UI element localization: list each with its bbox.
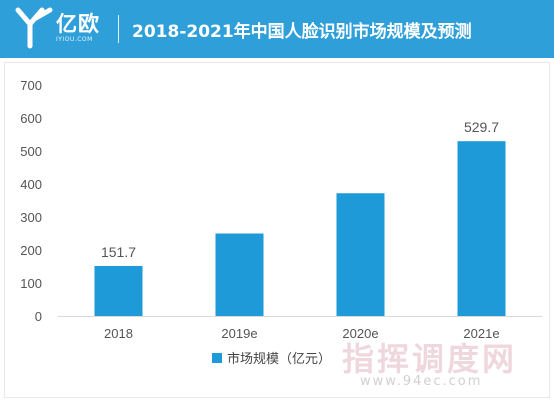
y-tick-label: 500 (20, 144, 42, 159)
watermark: 指挥调度网 (342, 340, 518, 378)
bar (336, 193, 385, 316)
bar (215, 233, 264, 316)
bar (457, 141, 506, 316)
y-tick-label: 600 (20, 111, 42, 126)
x-tick-label: 2019e (221, 326, 257, 341)
yiou-logo-icon (15, 7, 53, 49)
data-label: 529.7 (464, 119, 499, 135)
page-title: 2018-2021年中国人脸识别市场规模及预测 (132, 22, 472, 42)
x-tick-label: 2021e (463, 326, 499, 341)
x-tick-label: 2018 (104, 326, 133, 341)
header-divider (118, 15, 119, 43)
y-tick-label: 100 (20, 276, 42, 291)
y-tick-label: 200 (20, 243, 42, 258)
bar (94, 265, 143, 316)
logo: 亿欧 IYIOU.COM (14, 6, 104, 50)
legend-swatch (212, 353, 222, 363)
legend-label: 市场规模（亿元） (227, 351, 331, 367)
logo-text: 亿欧 (56, 12, 100, 36)
chart-frame (4, 62, 550, 398)
chart-container: 0 100 200 300 400 500 600 700 2018 151.7 2019e 2020… (0, 58, 554, 402)
y-tick-label: 700 (20, 78, 42, 93)
y-tick-label: 0 (35, 309, 42, 324)
y-tick-label: 400 (20, 177, 42, 192)
header-banner: 亿欧 IYIOU.COM 2018-2021年中国人脸识别市场规模及预测 (0, 0, 554, 58)
y-tick-label: 300 (20, 210, 42, 225)
watermark-url: www.94ec.com (360, 374, 483, 389)
x-tick-label: 2020e (342, 326, 378, 341)
logo-subtext: IYIOU.COM (56, 36, 93, 43)
bar-chart: 0 100 200 300 400 500 600 700 2018 151.7 2019e 2020… (20, 78, 542, 367)
data-label: 151.7 (101, 244, 136, 260)
